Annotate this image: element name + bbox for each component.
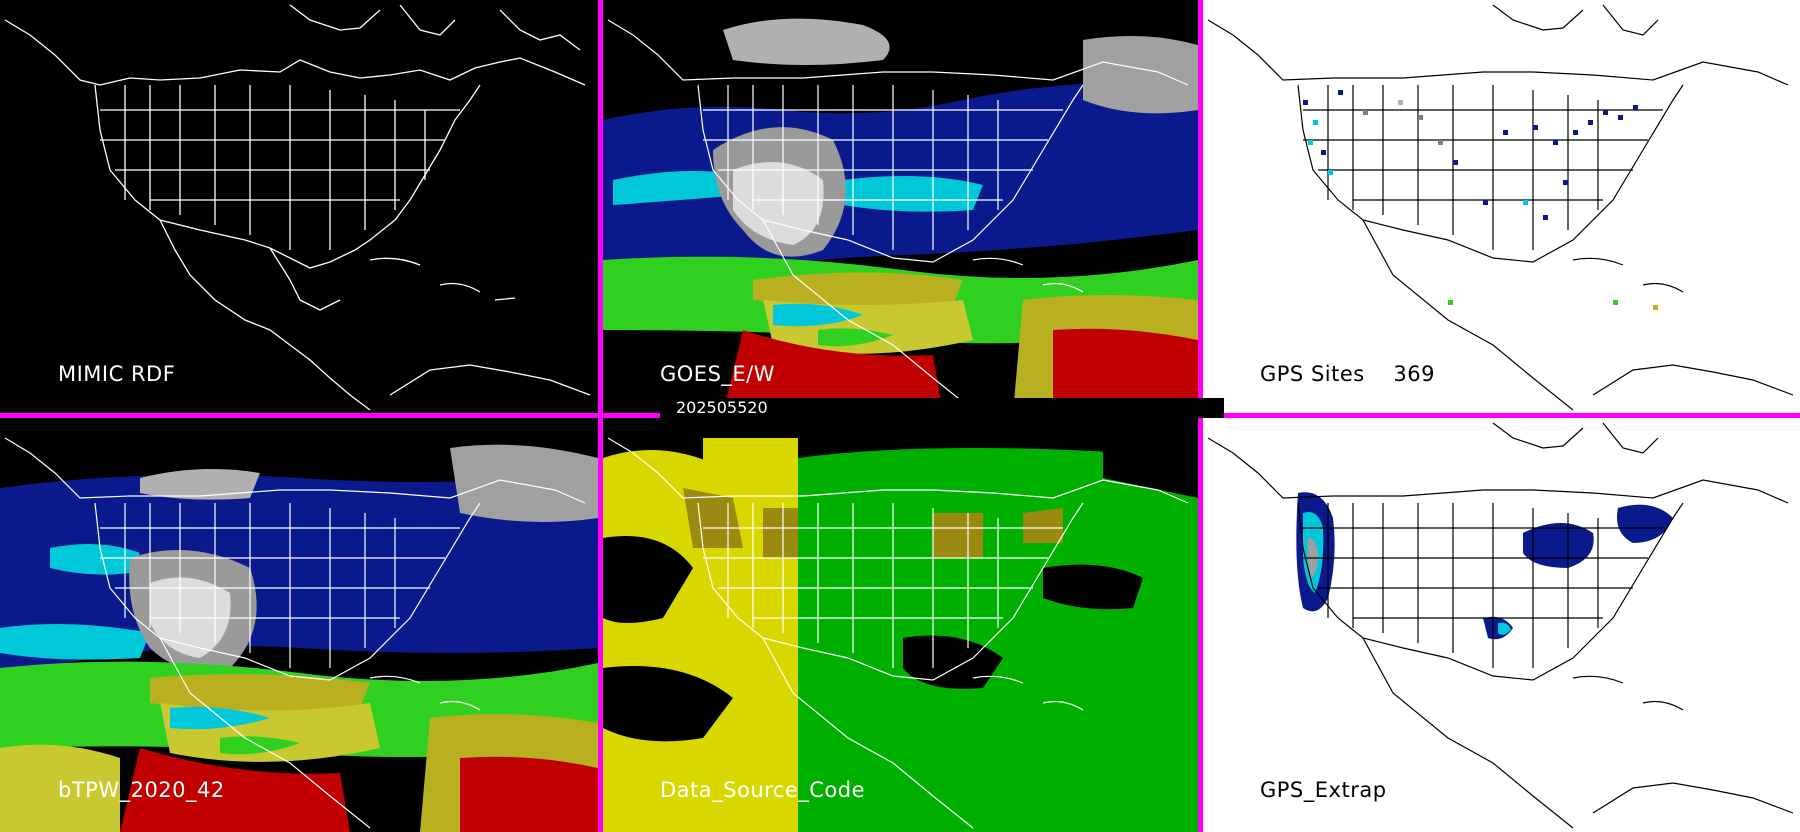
panel-gps-sites: GPS Sites 369 — [1203, 0, 1800, 413]
panel-data-source-code: Data_Source_Code — [603, 418, 1198, 832]
mimic-rdf-map — [4, 4, 591, 411]
gps-site-markers — [1303, 90, 1658, 310]
timestamp-bar: 202505520 — [660, 398, 1224, 418]
panel-gps-extrap: GPS_Extrap — [1203, 418, 1800, 832]
panel-title: GPS Sites 369 — [1260, 362, 1435, 386]
panel-title: bTPW_2020_42 — [58, 778, 225, 802]
goes-ew-map — [603, 18, 1198, 413]
panel-title: GPS_Extrap — [1260, 778, 1387, 802]
panel-title: MIMIC RDF — [58, 362, 176, 386]
gps-extrap-map — [1207, 422, 1794, 829]
panel-btpw: bTPW_2020_42 — [0, 418, 598, 832]
gps-sites-map — [1207, 4, 1794, 411]
panel-title: GOES_E/W — [660, 362, 776, 386]
panel-title: Data_Source_Code — [660, 778, 866, 802]
panel-mimic-rdf: MIMIC RDF — [0, 0, 598, 413]
data-source-code-map — [603, 418, 1198, 832]
btpw-map — [0, 437, 598, 832]
panel-goes-ew: GOES_E/W — [603, 0, 1198, 413]
